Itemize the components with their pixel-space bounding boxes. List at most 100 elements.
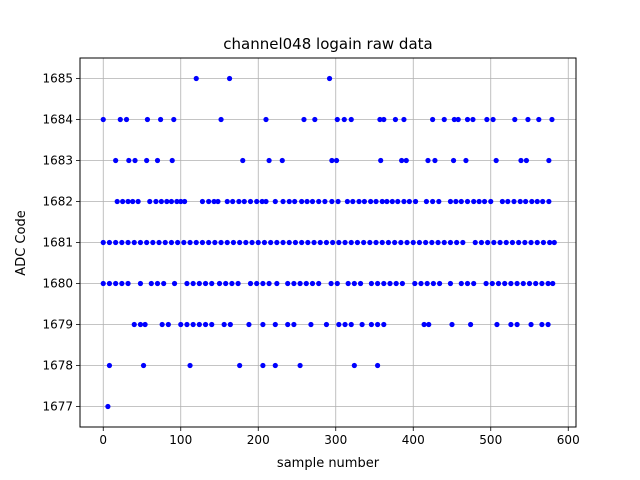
x-tick-label: 200 bbox=[247, 433, 270, 447]
data-point bbox=[182, 198, 188, 205]
data-point bbox=[348, 116, 354, 123]
data-point bbox=[523, 157, 530, 164]
data-point bbox=[430, 198, 436, 205]
data-point bbox=[502, 280, 508, 287]
data-point bbox=[528, 321, 534, 328]
data-point bbox=[368, 280, 374, 287]
data-point bbox=[254, 198, 260, 205]
data-point bbox=[460, 239, 466, 246]
data-point bbox=[254, 280, 260, 287]
data-point bbox=[237, 362, 243, 369]
data-point bbox=[399, 280, 405, 287]
data-point bbox=[154, 157, 161, 164]
data-point bbox=[117, 116, 123, 123]
data-point bbox=[525, 116, 531, 123]
data-point bbox=[119, 239, 125, 246]
data-point bbox=[529, 198, 535, 205]
data-point bbox=[447, 280, 454, 287]
data-point bbox=[144, 239, 150, 246]
data-point bbox=[381, 280, 387, 287]
data-point bbox=[274, 239, 280, 246]
data-point bbox=[432, 157, 438, 164]
data-point bbox=[334, 116, 340, 123]
data-point bbox=[401, 198, 407, 205]
data-point bbox=[113, 239, 119, 246]
data-point bbox=[266, 157, 272, 164]
data-point bbox=[137, 321, 144, 328]
data-point bbox=[178, 321, 184, 328]
data-point bbox=[243, 239, 249, 246]
data-point bbox=[493, 157, 499, 164]
data-point bbox=[125, 198, 131, 205]
data-point bbox=[230, 239, 237, 246]
y-tick-label: 1678 bbox=[42, 359, 73, 373]
data-point bbox=[546, 198, 552, 205]
data-point bbox=[484, 116, 490, 123]
data-point bbox=[350, 198, 356, 205]
data-point bbox=[392, 116, 399, 123]
data-point bbox=[549, 116, 555, 123]
data-point bbox=[227, 321, 233, 328]
data-point bbox=[449, 321, 455, 328]
data-point bbox=[421, 321, 427, 328]
data-point bbox=[292, 239, 299, 246]
data-point bbox=[303, 280, 309, 287]
data-point bbox=[478, 239, 485, 246]
data-point bbox=[311, 239, 317, 246]
data-point bbox=[455, 116, 461, 123]
data-point bbox=[246, 321, 252, 328]
data-point bbox=[441, 116, 447, 123]
data-point bbox=[113, 157, 119, 164]
data-point bbox=[379, 239, 385, 246]
data-point bbox=[193, 239, 199, 246]
data-point bbox=[209, 321, 215, 328]
data-point bbox=[412, 198, 419, 205]
data-point bbox=[174, 198, 180, 205]
data-point bbox=[514, 280, 520, 287]
data-point bbox=[184, 321, 190, 328]
data-point bbox=[184, 280, 190, 287]
data-point bbox=[514, 321, 520, 328]
data-point bbox=[206, 239, 212, 246]
data-point bbox=[169, 157, 175, 164]
data-point bbox=[229, 280, 235, 287]
data-point bbox=[330, 239, 336, 246]
data-point bbox=[206, 198, 212, 205]
data-point bbox=[285, 280, 291, 287]
data-point bbox=[247, 198, 254, 205]
data-point bbox=[463, 157, 469, 164]
data-point bbox=[125, 280, 131, 287]
data-point bbox=[165, 321, 171, 328]
data-point bbox=[193, 75, 199, 82]
data-point bbox=[389, 198, 395, 205]
data-point bbox=[333, 157, 340, 164]
data-point bbox=[190, 321, 196, 328]
data-point bbox=[436, 198, 442, 205]
data-point bbox=[539, 280, 545, 287]
data-point bbox=[528, 239, 534, 246]
data-point bbox=[437, 280, 443, 287]
data-point bbox=[158, 198, 164, 205]
data-point bbox=[342, 321, 348, 328]
data-point bbox=[447, 198, 454, 205]
data-point bbox=[240, 157, 246, 164]
data-point bbox=[522, 239, 528, 246]
data-point bbox=[144, 157, 150, 164]
data-point bbox=[418, 280, 424, 287]
data-point bbox=[153, 198, 159, 205]
data-point bbox=[164, 198, 170, 205]
data-point bbox=[395, 198, 401, 205]
data-point bbox=[123, 116, 130, 123]
data-point bbox=[509, 239, 516, 246]
data-point bbox=[426, 321, 432, 328]
data-point bbox=[148, 280, 154, 287]
data-point bbox=[499, 198, 505, 205]
data-point bbox=[247, 280, 254, 287]
data-point bbox=[272, 321, 278, 328]
data-point bbox=[539, 321, 545, 328]
data-point bbox=[381, 321, 387, 328]
data-point bbox=[224, 198, 230, 205]
data-point bbox=[453, 198, 459, 205]
data-point bbox=[215, 198, 221, 205]
data-point bbox=[316, 280, 322, 287]
